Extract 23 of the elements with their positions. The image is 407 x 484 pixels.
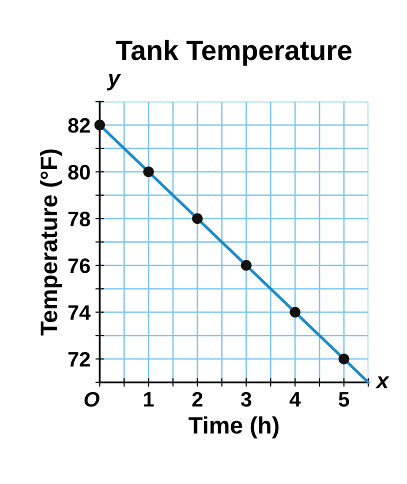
- y-tick-label: 82: [68, 118, 90, 133]
- point: [240, 260, 252, 271]
- x-tick-label: 5: [338, 392, 350, 407]
- point: [143, 166, 154, 178]
- x-axis-title: Time (h): [188, 416, 279, 438]
- point: [94, 120, 106, 130]
- y-tick-label: 74: [68, 305, 91, 320]
- x-tick-label: 2: [192, 392, 202, 406]
- point: [338, 354, 350, 364]
- chart-title: Tank Temperature: [116, 40, 352, 66]
- y-tick-label: 72: [68, 352, 90, 367]
- x-tick-label: 3: [240, 392, 252, 407]
- point: [290, 306, 300, 318]
- x-tick-label: 1: [144, 392, 154, 406]
- y-tick-label: 80: [68, 164, 90, 180]
- text: x: [375, 376, 390, 388]
- y-tick-label: 76: [68, 258, 90, 274]
- x-tick-label: O: [84, 392, 100, 407]
- text: y: [106, 74, 122, 90]
- y-tick-label: 78: [68, 212, 90, 226]
- x-tick-label: 4: [290, 392, 301, 406]
- point: [192, 213, 203, 224]
- y-axis-title: Temperature (°F): [40, 149, 62, 336]
